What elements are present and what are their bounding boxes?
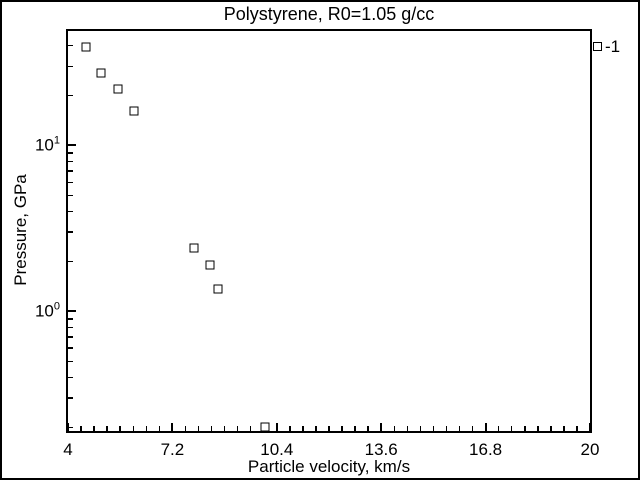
y-axis-minor-tick <box>68 397 73 399</box>
x-axis-major-tick <box>589 423 590 431</box>
y-axis-minor-tick <box>68 426 73 429</box>
x-axis-minor-tick <box>119 426 121 431</box>
x-axis-minor-tick <box>471 426 474 431</box>
y-axis-major-tick <box>68 144 76 147</box>
x-axis-minor-tick <box>406 426 409 431</box>
data-point-marker <box>213 284 223 294</box>
legend: -1 <box>593 38 620 55</box>
x-axis-minor-tick <box>510 426 513 431</box>
x-axis-minor-tick <box>315 426 317 431</box>
x-axis-minor-tick <box>576 426 578 431</box>
y-axis-minor-tick <box>68 152 73 154</box>
y-axis-minor-tick <box>68 194 73 197</box>
x-axis-major-tick <box>171 423 174 431</box>
x-axis-minor-tick <box>80 426 82 431</box>
x-axis-minor-tick <box>432 426 435 431</box>
legend-square-marker-icon <box>593 42 602 51</box>
x-axis-major-tick <box>484 423 487 431</box>
y-axis-label: Pressure, GPa <box>11 174 30 286</box>
y-axis-minor-tick <box>68 318 73 320</box>
y-axis-minor-tick <box>68 360 73 363</box>
x-axis-minor-tick <box>223 426 226 431</box>
x-axis-tick-label: 20 <box>580 440 600 459</box>
x-axis-minor-tick <box>537 426 539 431</box>
x-axis-minor-tick <box>184 426 187 431</box>
x-axis-minor-tick <box>563 426 565 431</box>
x-axis-tick-label: 7.2 <box>160 440 185 459</box>
x-axis-label: Particle velocity, km/s <box>247 457 411 476</box>
y-axis-minor-tick <box>68 347 73 349</box>
x-axis-minor-tick <box>458 426 461 431</box>
x-axis-minor-tick <box>132 426 134 431</box>
x-axis-tick-label: 16.8 <box>469 440 503 459</box>
y-axis-minor-tick <box>68 326 73 329</box>
data-point-marker <box>205 260 215 270</box>
y-axis-minor-tick <box>68 160 73 163</box>
data-point-marker <box>260 422 270 431</box>
x-axis-minor-tick <box>354 426 356 431</box>
y-axis-tick-label: 101 <box>34 135 60 155</box>
x-axis-minor-tick <box>419 426 422 431</box>
x-axis-minor-tick <box>341 426 343 431</box>
y-axis-minor-tick <box>68 65 73 68</box>
x-axis-major-tick <box>380 423 383 431</box>
plot-area <box>66 29 592 433</box>
x-axis-tick-label: 4 <box>63 440 73 459</box>
x-axis-minor-tick <box>210 426 213 431</box>
x-axis-minor-tick <box>158 426 161 431</box>
x-axis-minor-tick <box>249 426 252 431</box>
x-axis-minor-tick <box>197 426 200 431</box>
y-axis-minor-tick <box>68 170 73 172</box>
x-axis-minor-tick <box>497 426 500 431</box>
x-axis-tick-label: 10.4 <box>260 440 294 459</box>
data-point-marker <box>113 84 123 94</box>
x-axis-minor-tick <box>236 426 239 431</box>
y-axis-minor-tick <box>68 210 73 213</box>
y-axis-minor-tick <box>68 44 73 47</box>
x-axis-minor-tick <box>93 426 95 431</box>
y-axis-major-tick <box>68 310 76 313</box>
x-axis-minor-tick <box>393 426 395 431</box>
data-point-marker <box>129 106 139 116</box>
y-axis-minor-tick <box>68 181 73 184</box>
data-point-marker <box>81 42 91 52</box>
legend-label: -1 <box>605 37 621 56</box>
data-point-marker <box>96 68 106 78</box>
y-axis-minor-tick <box>68 260 73 263</box>
y-axis-minor-tick <box>68 376 73 379</box>
data-point-marker <box>189 243 199 253</box>
chart-title: Polystyrene, R0=1.05 g/cc <box>223 4 435 24</box>
x-axis-tick-label: 13.6 <box>364 440 398 459</box>
y-axis-minor-tick <box>68 231 73 233</box>
x-axis-minor-tick <box>328 426 330 431</box>
x-axis-minor-tick <box>289 426 291 431</box>
y-axis-tick-label: 100 <box>34 301 60 321</box>
y-axis-minor-tick <box>68 94 73 97</box>
x-axis-minor-tick <box>524 426 526 431</box>
x-axis-major-tick <box>275 423 278 431</box>
x-axis-minor-tick <box>302 426 304 431</box>
x-axis-minor-tick <box>106 426 108 431</box>
x-axis-minor-tick <box>445 426 448 431</box>
x-axis-minor-tick <box>550 426 552 431</box>
y-axis-minor-tick <box>68 336 73 338</box>
x-axis-minor-tick <box>367 426 369 431</box>
x-axis-minor-tick <box>145 426 148 431</box>
